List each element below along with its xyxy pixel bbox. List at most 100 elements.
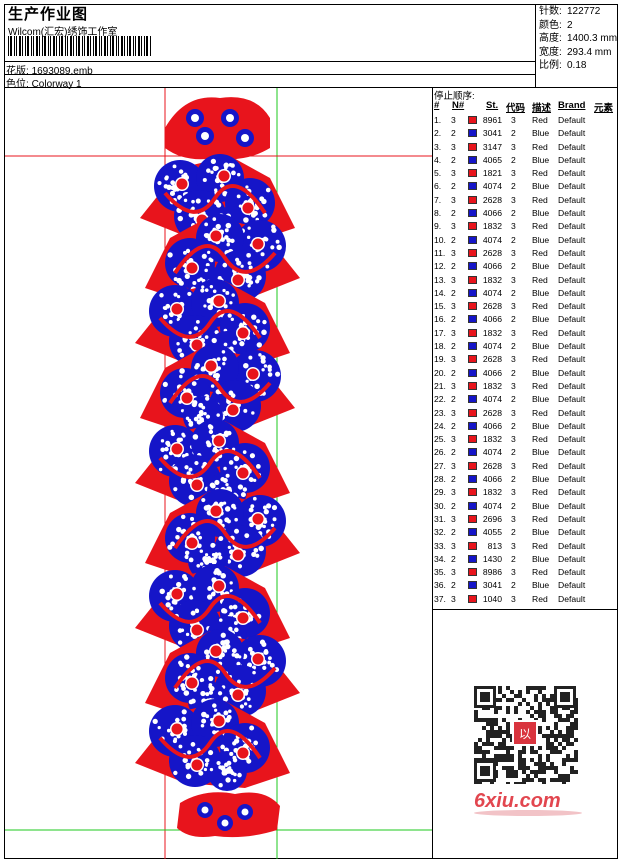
color-swatch [468,395,477,404]
color-swatch [468,514,477,523]
color-swatch [468,461,477,470]
row-brand: Default [558,314,586,325]
row-needle: 2 [451,474,456,485]
row-brand: Default [558,487,586,498]
table-row: 24. 2 4066 2 Blue Default [434,420,618,433]
row-needle: 2 [451,367,456,378]
row-needle: 2 [451,341,456,352]
row-brand: Default [558,407,586,418]
row-index: 37. [434,593,446,604]
table-row: 2. 2 3041 2 Blue Default [434,127,618,140]
row-brand: Default [558,247,586,258]
row-needle: 2 [451,420,456,431]
row-stitches: 4074 [482,341,502,352]
row-brand: Default [558,341,586,352]
color-swatch [468,248,477,257]
row-desc: Blue [532,527,550,538]
row-needle: 3 [451,168,456,179]
row-brand: Default [558,141,586,152]
row-stitches: 4074 [482,181,502,192]
table-row: 29. 3 1832 3 Red Default [434,486,618,499]
row-desc: Red [532,194,548,205]
design-file: 1693089.emb [31,66,93,77]
col-brand: Brand [558,100,586,111]
row-index: 17. [434,327,446,338]
embroidery-preview [5,88,432,859]
row-code: 2 [511,128,516,139]
color-swatch [468,581,477,590]
row-brand: Default [558,301,586,312]
col-index: # [434,100,440,111]
row-index: 6. [434,181,442,192]
color-swatch [468,169,477,178]
watermark-shadow [474,810,582,816]
meta-divider-2 [4,74,535,75]
table-row: 32. 2 4055 2 Blue Default [434,526,618,539]
row-index: 8. [434,208,442,219]
row-code: 2 [511,394,516,405]
sheet-border [4,4,618,859]
row-stitches: 813 [487,540,502,551]
color-swatch [468,408,477,417]
color-swatch [468,262,477,271]
table-row: 35. 3 8986 3 Red Default [434,566,618,579]
row-desc: Red [532,354,548,365]
row-desc: Blue [532,474,550,485]
color-swatch [468,541,477,550]
colorway-label: 色位: [6,79,29,90]
row-desc: Red [532,460,548,471]
row-brand: Default [558,460,586,471]
table-row: 3. 3 3147 3 Red Default [434,141,618,154]
row-code: 3 [511,354,516,365]
color-swatch [468,222,477,231]
row-desc: Red [532,327,548,338]
row-desc: Red [532,567,548,578]
table-row: 36. 2 3041 2 Blue Default [434,579,618,592]
table-row: 10. 2 4074 2 Blue Default [434,234,618,247]
stop-sequence-rows: 1. 3 8961 3 Red Default 2. 2 3041 2 Blue Default 3. 3… [434,114,618,606]
row-needle: 3 [451,380,456,391]
table-row: 12. 2 4066 2 Blue Default [434,260,618,273]
design-label: 花版: [6,66,29,77]
color-swatch [468,421,477,430]
row-stitches: 2628 [482,247,502,258]
row-brand: Default [558,367,586,378]
row-stitches: 1832 [482,487,502,498]
row-index: 3. [434,141,442,152]
row-brand: Default [558,154,586,165]
row-needle: 2 [451,261,456,272]
row-stitches: 4055 [482,527,502,538]
svg-text:以: 以 [519,727,531,741]
row-code: 3 [511,274,516,285]
row-code: 3 [511,301,516,312]
row-code: 3 [511,115,516,125]
table-row: 26. 2 4074 2 Blue Default [434,446,618,459]
row-code: 2 [511,447,516,458]
row-stitches: 2628 [482,407,502,418]
row-desc: Blue [532,500,550,511]
meta-divider-1 [4,61,535,62]
row-desc: Blue [532,234,550,245]
row-code: 2 [511,474,516,485]
row-needle: 3 [451,115,456,125]
row-index: 4. [434,154,442,165]
row-code: 2 [511,341,516,352]
table-row: 20. 2 4066 2 Blue Default [434,367,618,380]
row-stitches: 4074 [482,287,502,298]
color-swatch [468,368,477,377]
col-element: 元素 [594,103,614,114]
table-header: # N# St. 代码 描述 Brand 元素 [434,100,618,114]
row-desc: Blue [532,580,550,591]
row-brand: Default [558,420,586,431]
row-brand: Default [558,261,586,272]
table-row: 17. 3 1832 3 Red Default [434,327,618,340]
row-needle: 2 [451,447,456,458]
row-brand: Default [558,593,586,604]
row-index: 36. [434,580,446,591]
row-needle: 3 [451,141,456,152]
row-needle: 3 [451,513,456,524]
row-desc: Blue [532,287,550,298]
row-needle: 2 [451,553,456,564]
table-row: 37. 3 1040 3 Red Default [434,593,618,606]
col-needle: N# [452,100,465,111]
